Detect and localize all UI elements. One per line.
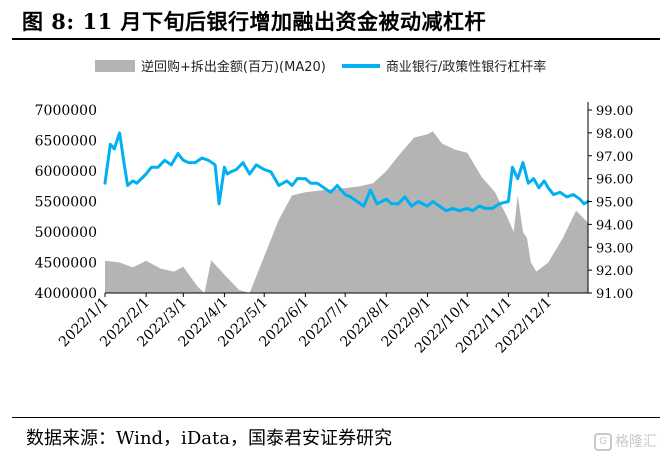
y-right-tick-label: 99.00 (596, 104, 633, 119)
source-note: 数据来源：Wind，iData，国泰君安证券研究 (26, 428, 392, 449)
y-right-tick-label: 97.00 (596, 150, 633, 165)
legend-swatch-line (341, 63, 380, 68)
y-left-tick-label: 5000000 (35, 225, 97, 241)
y-right-tick-label: 92.00 (596, 264, 633, 279)
y-left-tick-label: 7000000 (35, 103, 97, 119)
y-right-tick-label: 96.00 (596, 173, 633, 188)
y-right-tick-label: 91.00 (596, 287, 633, 302)
watermark-text: 格隆汇 (615, 434, 657, 450)
y-right-tick-label: 98.00 (596, 127, 633, 142)
y-right-tick-label: 93.00 (596, 241, 633, 256)
figure-title: 图 8: 11 月下旬后银行增加融出资金被动减杠杆 (22, 9, 487, 34)
y-left-tick-label: 6500000 (35, 134, 97, 150)
y-left-tick-label: 6000000 (35, 164, 97, 180)
y-left-tick-label: 4000000 (35, 286, 97, 302)
chart-legend: 逆回购+拆出金额(百万)(MA20) 商业银行/政策性银行杠杆率 (95, 56, 547, 75)
area-series-reverse-repo (105, 131, 588, 293)
title-rule (12, 38, 660, 40)
line-series-leverage-ratio (103, 131, 590, 213)
y-left-tick-label: 4500000 (35, 256, 97, 272)
legend-label-line: 商业银行/政策性银行杠杆率 (385, 60, 547, 75)
source-rule (12, 417, 660, 418)
y-right-tick-label: 94.00 (596, 218, 633, 233)
y-left-tick-label: 5500000 (35, 195, 97, 211)
y-right-tick-label: 95.00 (596, 196, 633, 211)
watermark-logo-icon: G (594, 433, 612, 451)
watermark: G 格隆汇 (594, 431, 657, 451)
legend-swatch-area (95, 59, 135, 72)
legend-label-area: 逆回购+拆出金额(百万)(MA20) (141, 60, 326, 75)
